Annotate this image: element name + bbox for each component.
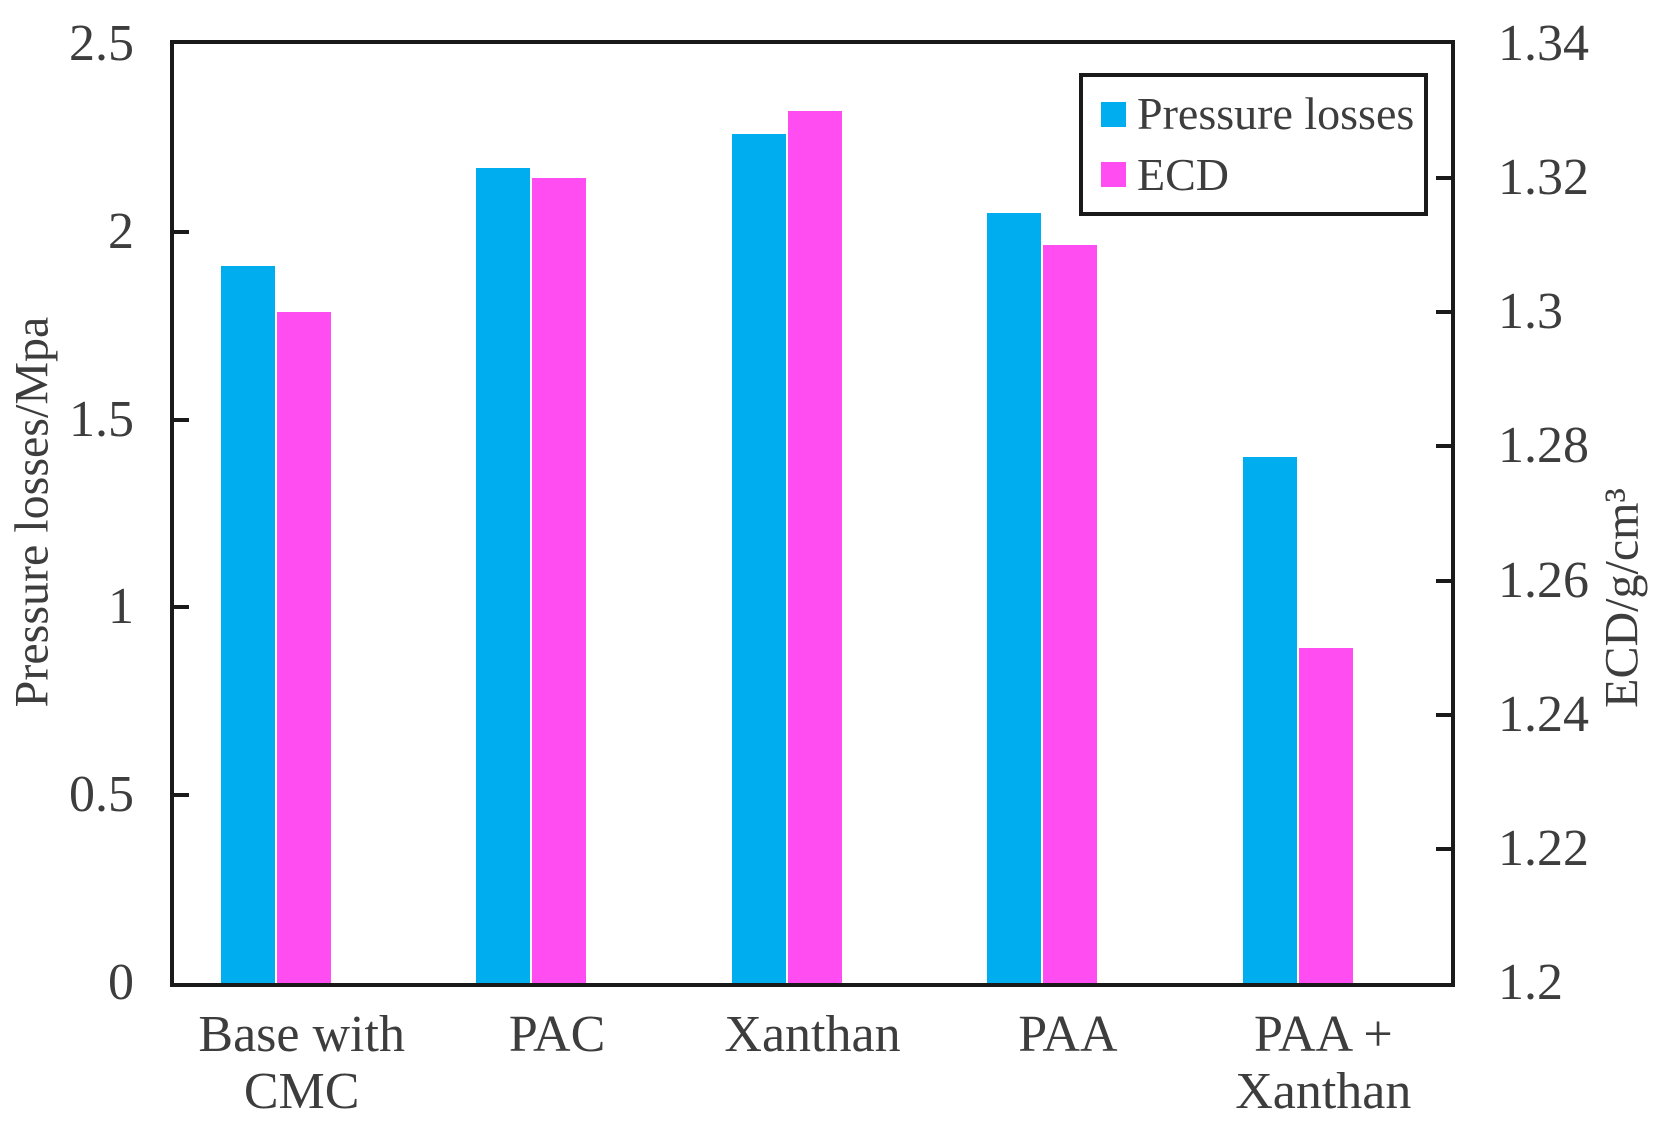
right-axis-tick-label: 1.28	[1498, 417, 1589, 475]
left-axis-tick-mark	[174, 229, 189, 234]
bar-pressure-losses	[1242, 457, 1297, 983]
category-label-line: PAC	[508, 1006, 606, 1063]
left-axis-tick-label: 2.5	[69, 15, 134, 72]
category-label: Base with CMC	[162, 1006, 442, 1120]
bar-ecd	[532, 178, 587, 983]
right-axis-tick-label: 1.2	[1498, 954, 1563, 1011]
category-label: PAA + Xanthan	[1183, 1006, 1463, 1120]
left-axis-tick-label: 1.5	[69, 390, 134, 448]
bar-ecd	[787, 111, 842, 983]
right-axis-tick-label: 1.32	[1498, 149, 1589, 207]
plot-area: Pressure losses ECD	[170, 40, 1455, 987]
right-axis-tick-mark	[1436, 712, 1451, 717]
left-axis-tick-label: 0	[108, 954, 134, 1011]
category-label-line: Xanthan	[1235, 1063, 1412, 1121]
left-axis-title: Pressure losses/Mpa	[5, 316, 59, 708]
right-axis-title: ECD/g/cm³	[1595, 488, 1649, 708]
legend-label: ECD	[1137, 148, 1229, 200]
category-label-line: Base with	[198, 1006, 405, 1063]
right-axis-tick-label: 1.34	[1498, 15, 1589, 72]
right-axis-tick-label: 1.22	[1498, 819, 1589, 877]
bar-ecd	[1298, 647, 1353, 983]
bar-pressure-losses	[987, 213, 1042, 983]
legend: Pressure losses ECD	[1079, 73, 1428, 216]
category-label: PAC	[417, 1006, 697, 1063]
left-axis-tick-mark	[174, 793, 189, 798]
bars-layer	[174, 44, 1451, 983]
category-label-line: PAA	[1018, 1006, 1118, 1063]
left-axis-tick-label: 1	[108, 578, 134, 636]
legend-swatch	[1101, 162, 1126, 188]
right-axis-tick-label: 1.24	[1498, 685, 1589, 743]
category-label: Xanthan	[673, 1006, 953, 1063]
category-label-line: PAA +	[1253, 1006, 1393, 1063]
bar-pressure-losses	[476, 167, 531, 983]
right-axis-tick-label: 1.26	[1498, 551, 1589, 609]
bar-ecd	[277, 312, 331, 983]
left-axis-tick-label: 2	[108, 202, 134, 260]
right-axis-tick-label: 1.3	[1498, 283, 1563, 341]
legend-entry: Pressure losses	[1101, 91, 1424, 137]
bar-pressure-losses	[221, 265, 275, 983]
right-axis-tick-mark	[1436, 846, 1451, 851]
right-axis-tick-mark	[1436, 310, 1451, 315]
legend-swatch	[1101, 101, 1126, 127]
category-label-line: Xanthan	[724, 1006, 901, 1063]
left-axis-tick-mark	[174, 417, 189, 422]
legend-label: Pressure losses	[1137, 88, 1415, 140]
right-axis-tick-mark	[1436, 578, 1451, 583]
bar-ecd	[1043, 245, 1098, 983]
right-axis-tick-mark	[1436, 444, 1451, 449]
legend-entry: ECD	[1101, 148, 1424, 200]
left-axis-tick-label: 0.5	[69, 766, 134, 824]
left-axis-tick-mark	[174, 605, 189, 610]
category-label: PAA	[928, 1006, 1208, 1063]
right-axis-tick-mark	[1436, 176, 1451, 181]
bar-pressure-losses	[731, 134, 786, 983]
category-label-line: CMC	[243, 1063, 360, 1121]
